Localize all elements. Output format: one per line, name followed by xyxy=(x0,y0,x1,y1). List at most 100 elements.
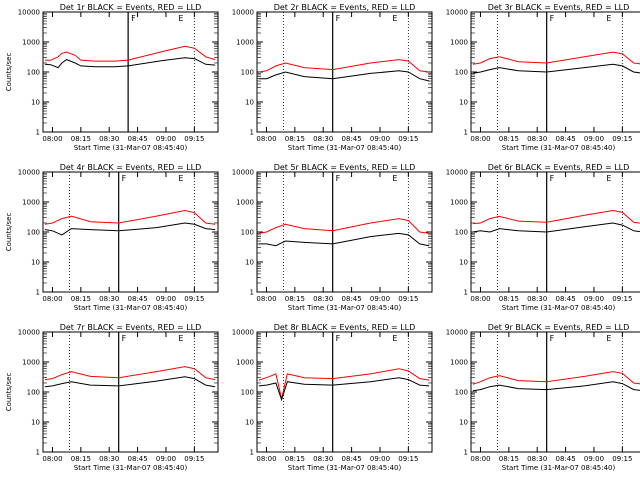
x-tick-label-6: 09:00 xyxy=(584,295,604,303)
x-tick-label-7: 09:15 xyxy=(184,455,204,463)
y-tick-label-3: 100 xyxy=(455,69,468,77)
x-tick-label-3: 08:15 xyxy=(499,135,519,143)
events-series-line-8 xyxy=(258,377,430,402)
y-tick-label-2: 1000 xyxy=(236,39,254,47)
x-tick-label-2: 08:45 xyxy=(342,135,362,143)
annotation-e-4: E xyxy=(178,174,183,183)
chart-title-8: Det 8r BLACK = Events, RED = LLD xyxy=(274,323,416,332)
chart-title-3: Det 3r BLACK = Events, RED = LLD xyxy=(488,3,630,12)
y-tick-label-5: 1 xyxy=(250,289,254,297)
y-tick-label-6: 100 xyxy=(455,229,468,237)
chart-title-5: Det 5r BLACK = Events, RED = LLD xyxy=(274,163,416,172)
y-tick-label-1: 1 xyxy=(36,129,40,137)
x-tick-label-7: 08:45 xyxy=(128,455,148,463)
chart-title-6: Det 6r BLACK = Events, RED = LLD xyxy=(488,163,630,172)
y-tick-label-8: 1000 xyxy=(236,359,254,367)
events-series-line-1 xyxy=(44,57,216,69)
lld-series-line-8 xyxy=(258,368,430,399)
annotation-f-1: F xyxy=(131,14,136,23)
y-tick-label-6: 10 xyxy=(459,259,468,267)
annotation-e-1: E xyxy=(178,14,183,23)
x-tick-label-2: 09:00 xyxy=(370,135,390,143)
x-tick-label-4: 08:00 xyxy=(42,295,62,303)
y-tick-label-2: 1 xyxy=(250,129,254,137)
x-tick-label-8: 09:15 xyxy=(398,455,418,463)
chart-title-9: Det 9r BLACK = Events, RED = LLD xyxy=(488,323,630,332)
x-tick-label-5: 08:45 xyxy=(342,295,362,303)
lld-series-line-5 xyxy=(258,218,430,234)
y-tick-label-2: 10000 xyxy=(232,9,254,17)
y-tick-label-9: 100 xyxy=(455,389,468,397)
x-tick-label-2: 08:15 xyxy=(285,135,305,143)
x-tick-label-6: 08:15 xyxy=(499,295,519,303)
events-series-line-7 xyxy=(44,376,216,388)
x-tick-label-3: 08:00 xyxy=(470,135,490,143)
lld-series-line-4 xyxy=(44,209,216,225)
y-tick-label-1: 100 xyxy=(27,69,40,77)
lld-series-line-3 xyxy=(472,51,640,65)
y-tick-label-1: 10000 xyxy=(18,9,40,17)
chart-title-7: Det 7r BLACK = Events, RED = LLD xyxy=(60,323,202,332)
y-tick-label-8: 10 xyxy=(245,419,254,427)
y-tick-label-9: 10 xyxy=(459,419,468,427)
y-tick-label-8: 1 xyxy=(250,449,254,457)
y-tick-label-6: 1 xyxy=(464,289,468,297)
events-series-line-9 xyxy=(472,381,640,392)
x-tick-label-6: 08:00 xyxy=(470,295,490,303)
annotation-f-7: F xyxy=(122,334,127,343)
x-tick-label-9: 09:15 xyxy=(612,455,632,463)
y-tick-label-9: 10000 xyxy=(446,329,468,337)
lld-series-line-9 xyxy=(472,371,640,385)
x-tick-label-5: 08:00 xyxy=(256,295,276,303)
y-tick-label-8: 10000 xyxy=(232,329,254,337)
y-tick-label-3: 10000 xyxy=(446,9,468,17)
x-tick-label-2: 09:15 xyxy=(398,135,418,143)
y-tick-label-3: 1 xyxy=(464,129,468,137)
x-tick-label-5: 08:15 xyxy=(285,295,305,303)
x-tick-label-7: 08:00 xyxy=(42,455,62,463)
y-tick-label-4: 1000 xyxy=(22,199,40,207)
x-tick-label-1: 08:45 xyxy=(128,135,148,143)
y-tick-label-7: 10000 xyxy=(18,329,40,337)
annotation-e-5: E xyxy=(392,174,397,183)
chart-title-1: Det 1r BLACK = Events, RED = LLD xyxy=(60,3,202,12)
plot-frame-1 xyxy=(42,11,219,133)
x-axis-label-2: Start Time (31-Mar-07 08:45:40) xyxy=(288,144,402,152)
y-tick-label-1: 1000 xyxy=(22,39,40,47)
annotation-e-3: E xyxy=(606,14,611,23)
events-series-line-2 xyxy=(258,70,430,82)
x-axis-label-1: Start Time (31-Mar-07 08:45:40) xyxy=(74,144,188,152)
y-tick-label-4: 1 xyxy=(36,289,40,297)
x-tick-label-3: 09:15 xyxy=(612,135,632,143)
x-axis-label-5: Start Time (31-Mar-07 08:45:40) xyxy=(288,304,402,312)
x-tick-label-7: 08:30 xyxy=(99,455,119,463)
x-axis-label-6: Start Time (31-Mar-07 08:45:40) xyxy=(502,304,616,312)
x-tick-label-8: 09:00 xyxy=(370,455,390,463)
x-tick-label-5: 08:30 xyxy=(313,295,333,303)
x-tick-label-3: 08:30 xyxy=(527,135,547,143)
annotation-e-2: E xyxy=(392,14,397,23)
x-tick-label-3: 08:45 xyxy=(556,135,576,143)
x-tick-label-7: 08:15 xyxy=(71,455,91,463)
x-axis-label-9: Start Time (31-Mar-07 08:45:40) xyxy=(502,464,616,472)
y-tick-label-9: 1 xyxy=(464,449,468,457)
x-axis-label-7: Start Time (31-Mar-07 08:45:40) xyxy=(74,464,188,472)
y-tick-label-2: 100 xyxy=(241,69,254,77)
x-tick-label-6: 08:45 xyxy=(556,295,576,303)
events-series-line-4 xyxy=(44,222,216,236)
x-tick-label-1: 09:15 xyxy=(184,135,204,143)
lld-series-line-1 xyxy=(44,45,216,62)
chart-title-2: Det 2r BLACK = Events, RED = LLD xyxy=(274,3,416,12)
annotation-e-8: E xyxy=(392,334,397,343)
x-tick-label-3: 09:00 xyxy=(584,135,604,143)
y-tick-label-3: 10 xyxy=(459,99,468,107)
y-tick-label-5: 10000 xyxy=(232,169,254,177)
x-tick-label-4: 09:00 xyxy=(156,295,176,303)
x-tick-label-7: 09:00 xyxy=(156,455,176,463)
x-tick-label-2: 08:00 xyxy=(256,135,276,143)
x-axis-label-8: Start Time (31-Mar-07 08:45:40) xyxy=(288,464,402,472)
annotation-e-7: E xyxy=(178,334,183,343)
y-tick-label-6: 10000 xyxy=(446,169,468,177)
x-tick-label-1: 08:00 xyxy=(42,135,62,143)
x-tick-label-2: 08:30 xyxy=(313,135,333,143)
